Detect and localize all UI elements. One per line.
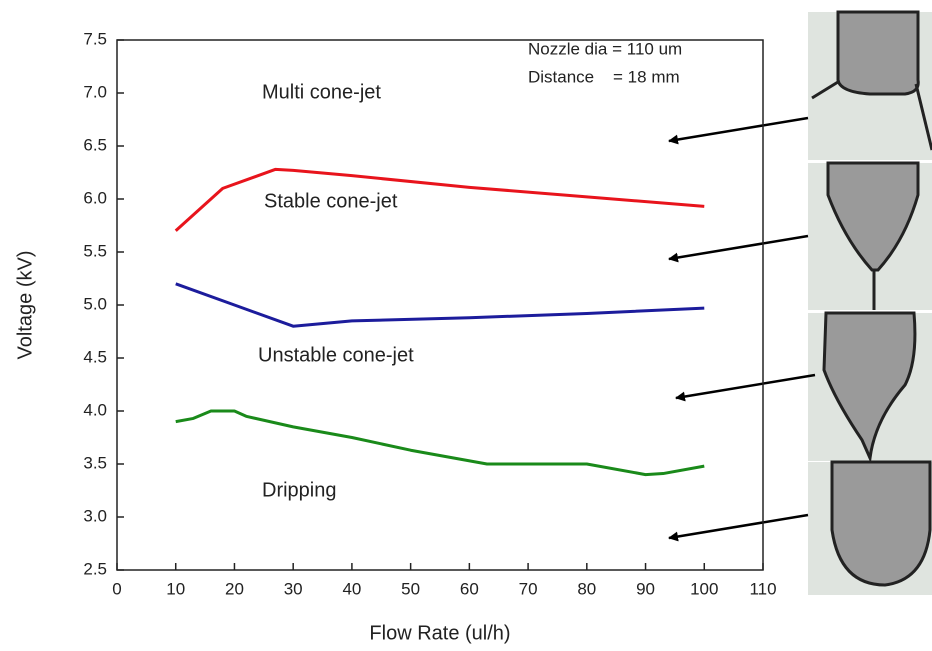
arrow (668, 513, 809, 542)
x-tick-label: 10 (166, 579, 185, 598)
annotation-note: Nozzle dia = 110 um (528, 39, 682, 58)
y-tick-label: 4.0 (83, 400, 107, 419)
region-label: Multi cone-jet (262, 81, 381, 103)
arrow (675, 373, 816, 402)
droplet (836, 10, 920, 96)
arrow (668, 116, 809, 145)
y-tick-label: 5.0 (83, 294, 107, 313)
x-tick-label: 60 (460, 579, 479, 598)
y-tick-label: 6.5 (83, 135, 107, 154)
series-line (175, 282, 705, 328)
y-tick-label: 7.0 (83, 82, 107, 101)
x-tick-label: 70 (519, 579, 538, 598)
y-axis-label: Voltage (kV) (14, 251, 36, 360)
y-tick-label: 4.5 (83, 347, 107, 366)
x-tick-label: 30 (284, 579, 303, 598)
x-tick-label: 40 (342, 579, 361, 598)
x-tick-label: 110 (749, 579, 776, 598)
jet (811, 80, 932, 151)
x-tick-label: 80 (577, 579, 596, 598)
region-label: Unstable cone-jet (258, 344, 414, 366)
series-line (174, 167, 705, 232)
y-tick-label: 5.5 (83, 241, 107, 260)
droplet (830, 460, 932, 587)
y-tick-label: 6.0 (83, 188, 107, 207)
region-label: Stable cone-jet (264, 190, 398, 212)
series-line (175, 409, 705, 477)
arrows (668, 116, 816, 542)
y-tick-label: 2.5 (83, 559, 107, 578)
droplet (826, 161, 920, 272)
y-tick-label: 3.5 (83, 453, 107, 472)
arrow (668, 234, 809, 263)
droplet (822, 311, 917, 464)
y-tick-label: 7.5 (83, 29, 107, 48)
x-tick-label: 100 (690, 579, 718, 598)
y-tick-label: 3.0 (83, 506, 107, 525)
annotation-note: Distance = 18 mm (528, 67, 680, 86)
region-label: Dripping (262, 479, 336, 501)
photos (808, 10, 932, 595)
x-tick-label: 50 (401, 579, 420, 598)
x-tick-label: 20 (225, 579, 244, 598)
plot-frame (116, 39, 764, 571)
x-tick-label: 90 (636, 579, 655, 598)
x-tick-label: 0 (112, 579, 121, 598)
x-axis-label: Flow Rate (ul/h) (369, 622, 510, 644)
